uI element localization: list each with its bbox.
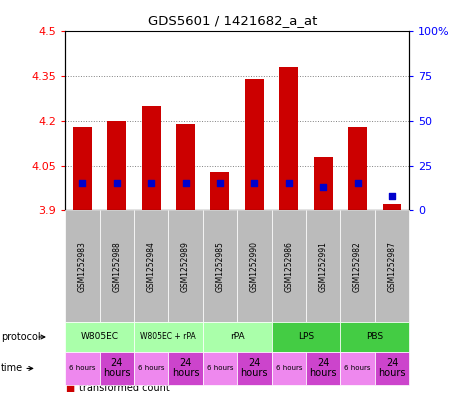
Text: W805EC + rPA: W805EC + rPA — [140, 332, 196, 342]
Bar — [211, 171, 229, 210]
Text: GSM1252983: GSM1252983 — [78, 241, 87, 292]
Bar — [314, 156, 332, 210]
Text: GSM1252982: GSM1252982 — [353, 241, 362, 292]
Bar — [279, 67, 298, 210]
Text: GSM1252991: GSM1252991 — [319, 241, 328, 292]
Bar — [107, 121, 126, 210]
Text: 6 hours: 6 hours — [207, 365, 233, 371]
Bar — [383, 204, 401, 210]
Text: GDS5601 / 1421682_a_at: GDS5601 / 1421682_a_at — [148, 14, 317, 27]
Point — [113, 180, 120, 187]
Text: LPS: LPS — [298, 332, 314, 342]
Bar — [176, 124, 195, 210]
Point — [319, 184, 327, 190]
Text: W805EC: W805EC — [80, 332, 119, 342]
Point — [216, 180, 224, 187]
Text: GSM1252990: GSM1252990 — [250, 241, 259, 292]
Text: GSM1252985: GSM1252985 — [215, 241, 225, 292]
Text: 24
hours: 24 hours — [240, 358, 268, 378]
Point — [147, 180, 155, 187]
Text: 6 hours: 6 hours — [345, 365, 371, 371]
Text: 6 hours: 6 hours — [276, 365, 302, 371]
Text: GSM1252988: GSM1252988 — [112, 241, 121, 292]
Point — [251, 180, 258, 187]
Bar — [73, 127, 92, 210]
Text: 24
hours: 24 hours — [172, 358, 199, 378]
Text: protocol: protocol — [1, 332, 40, 342]
Bar — [348, 127, 367, 210]
Text: 6 hours: 6 hours — [69, 365, 95, 371]
Text: ■: ■ — [65, 383, 74, 393]
Point — [79, 180, 86, 187]
Text: GSM1252986: GSM1252986 — [284, 241, 293, 292]
Point — [388, 193, 396, 199]
Text: GSM1252984: GSM1252984 — [146, 241, 156, 292]
Text: 24
hours: 24 hours — [378, 358, 406, 378]
Point — [285, 180, 292, 187]
Text: 24
hours: 24 hours — [309, 358, 337, 378]
Point — [354, 180, 361, 187]
Bar — [142, 106, 160, 210]
Text: GSM1252989: GSM1252989 — [181, 241, 190, 292]
Text: 6 hours: 6 hours — [138, 365, 164, 371]
Text: time: time — [1, 364, 23, 373]
Text: rPA: rPA — [230, 332, 245, 342]
Text: transformed count: transformed count — [79, 383, 170, 393]
Text: PBS: PBS — [366, 332, 383, 342]
Text: 24
hours: 24 hours — [103, 358, 131, 378]
Text: GSM1252987: GSM1252987 — [387, 241, 397, 292]
Point — [182, 180, 189, 187]
Bar — [245, 79, 264, 210]
